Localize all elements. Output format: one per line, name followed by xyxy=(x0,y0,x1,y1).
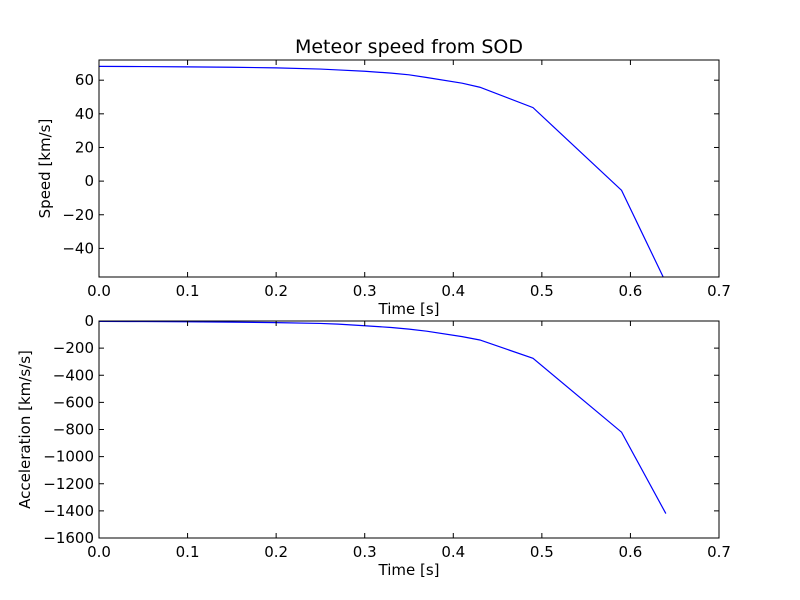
speed-xaxis-label: Time [s] xyxy=(378,300,440,318)
acceleration-series-line xyxy=(99,321,667,514)
speed-xtick-label: 0.3 xyxy=(353,282,377,300)
acceleration-xtick-label: 0.1 xyxy=(176,543,200,561)
acceleration-ytick-label: −200 xyxy=(53,339,94,357)
speed-yaxis-label: Speed [km/s] xyxy=(36,119,54,219)
acceleration-xtick-label: 0.2 xyxy=(264,543,288,561)
acceleration-ytick-label: −1000 xyxy=(43,448,94,466)
speed-xtick-label: 0.7 xyxy=(707,282,731,300)
speed-xtick-label: 0.1 xyxy=(176,282,200,300)
acceleration-xtick-label: 0.5 xyxy=(530,543,554,561)
acceleration-ytick-label: −400 xyxy=(53,366,94,384)
speed-ytick-label: 20 xyxy=(75,138,94,156)
speed-xtick-label: 0.6 xyxy=(618,282,642,300)
acceleration-yaxis-label: Acceleration [km/s/s] xyxy=(16,350,34,509)
figure-title: Meteor speed from SOD xyxy=(295,36,523,58)
acceleration-xtick-label: 0.3 xyxy=(353,543,377,561)
speed-ytick-label: −40 xyxy=(62,239,94,257)
acceleration-ytick-label: −1200 xyxy=(43,475,94,493)
speed-ytick-label: 40 xyxy=(75,105,94,123)
acceleration-ytick-label: −1600 xyxy=(43,529,94,547)
speed-xtick-label: 0.0 xyxy=(87,282,111,300)
acceleration-axes-frame xyxy=(98,320,720,539)
acceleration-ytick-label: −600 xyxy=(53,393,94,411)
speed-ytick-label: −20 xyxy=(62,206,94,224)
acceleration-chart: 0.0 0.1 0.2 0.3 0.4 0.5 0.6 0.7 0 −200 −400 −600 −80… xyxy=(16,312,731,579)
speed-xtick-label: 0.4 xyxy=(441,282,465,300)
speed-chart: 0.0 0.1 0.2 0.3 0.4 0.5 0.6 0.7 60 40 20 0 −20 −40 Tim… xyxy=(36,59,731,318)
speed-axes-frame xyxy=(98,59,720,278)
acceleration-xtick-label: 0.6 xyxy=(618,543,642,561)
speed-series-line xyxy=(99,65,664,277)
speed-ytick-label: 0 xyxy=(84,172,94,190)
acceleration-xtick-label: 0.4 xyxy=(441,543,465,561)
acceleration-xtick-label: 0.7 xyxy=(707,543,731,561)
speed-ytick-label: 60 xyxy=(75,71,94,89)
acceleration-ytick-label: −1400 xyxy=(43,502,94,520)
acceleration-ytick-label: −800 xyxy=(53,421,94,439)
speed-xtick-label: 0.2 xyxy=(264,282,288,300)
acceleration-xaxis-label: Time [s] xyxy=(378,561,440,579)
acceleration-xtick-label: 0.0 xyxy=(87,543,111,561)
speed-xtick-label: 0.5 xyxy=(530,282,554,300)
acceleration-ytick-label: 0 xyxy=(84,312,94,330)
